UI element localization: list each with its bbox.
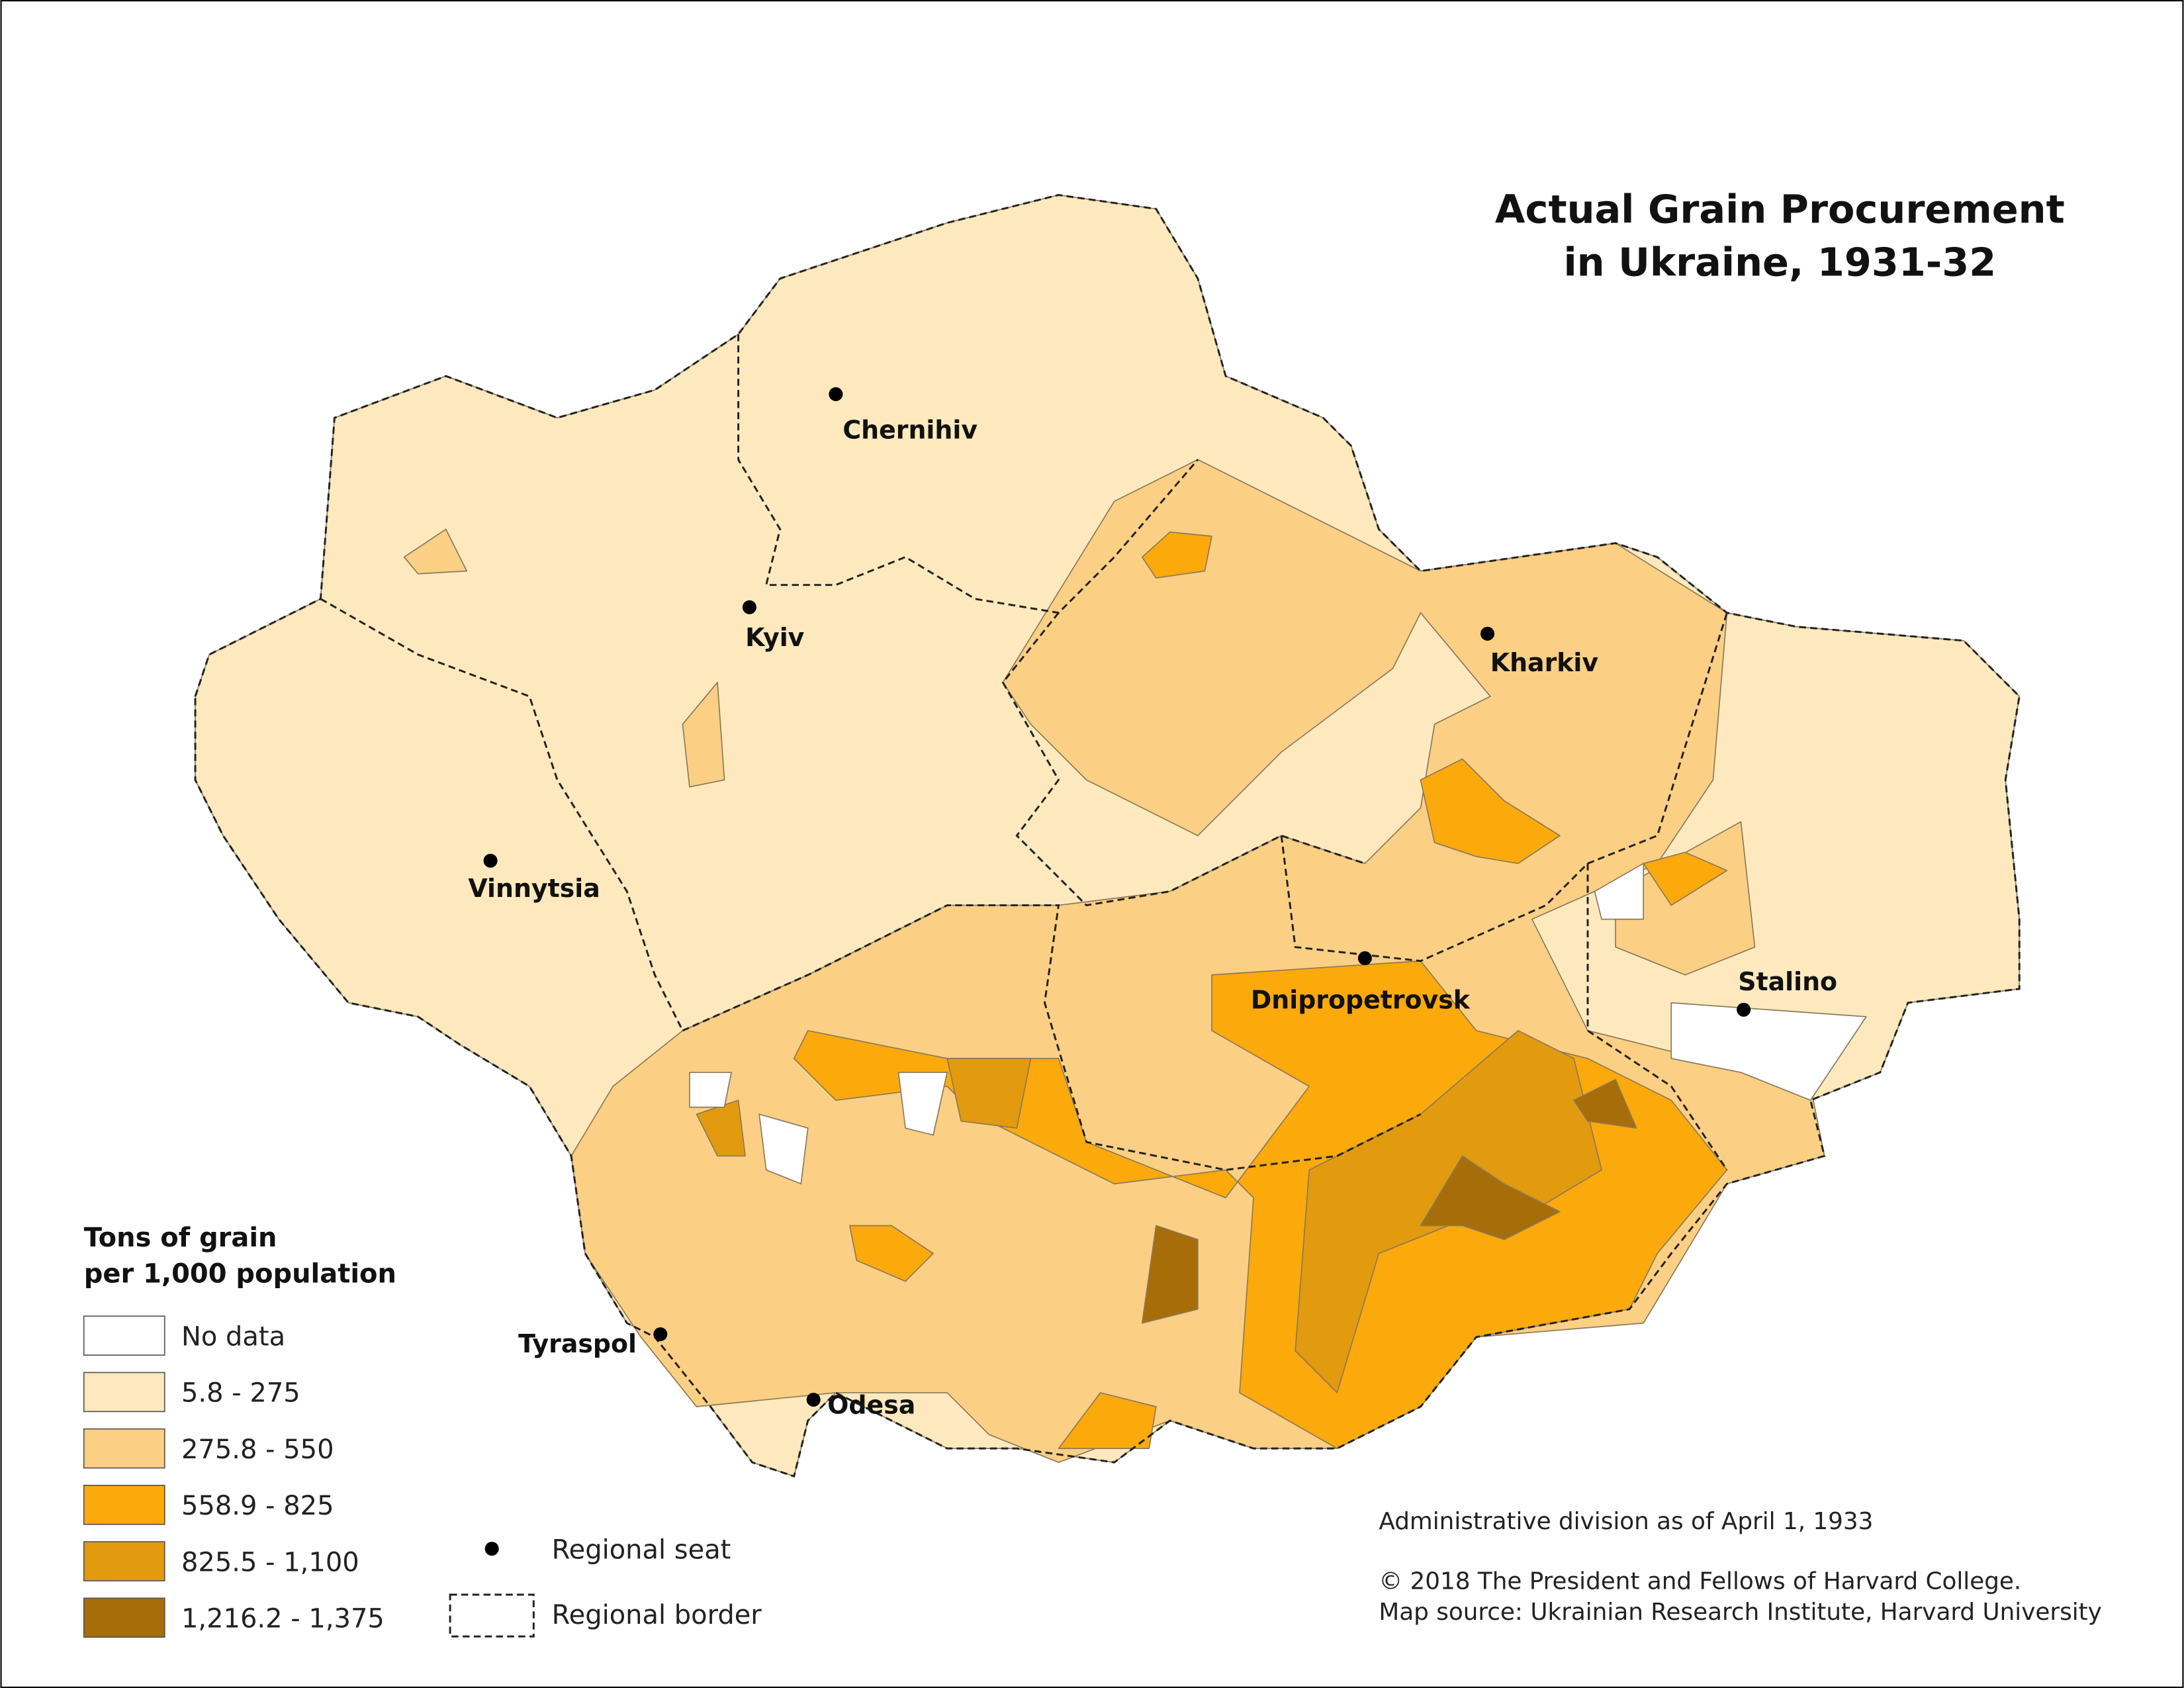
city-dot	[653, 1327, 668, 1342]
city-label: Odesa	[827, 1391, 915, 1420]
regional-border	[682, 904, 1422, 1171]
region	[1420, 1155, 1561, 1241]
city-dot	[483, 853, 498, 868]
regional-border	[1586, 863, 1728, 1171]
map-regions	[195, 194, 2021, 1477]
regional-border	[737, 334, 1199, 614]
legend-label: No data	[181, 1321, 285, 1352]
city-dot	[829, 387, 843, 401]
city-dot	[1480, 626, 1495, 641]
legend-title: per 1,000 population	[84, 1259, 396, 1289]
region	[849, 1225, 934, 1282]
region	[689, 1072, 732, 1108]
legend-swatch	[83, 1597, 165, 1638]
region	[1141, 1225, 1199, 1324]
regional-border	[1001, 612, 1365, 907]
city-dot	[1737, 1002, 1751, 1017]
note: Administrative division as of April 1, 1…	[1379, 1508, 1873, 1535]
city-dot	[1357, 951, 1372, 966]
city-label: Tyraspol	[518, 1329, 637, 1358]
legend-label: 275.8 - 550	[181, 1434, 334, 1465]
legend-label: 825.5 - 1,100	[181, 1547, 359, 1577]
city-label: Kharkiv	[1490, 648, 1599, 677]
region	[403, 528, 468, 575]
legend-label: 558.9 - 825	[181, 1491, 334, 1521]
region	[1615, 821, 1756, 976]
region	[1573, 1078, 1637, 1129]
note: Map source: Ukrainian Research Institute…	[1379, 1599, 2101, 1626]
legend-label: 1,216.2 - 1,375	[181, 1603, 385, 1634]
cities: Chernihiv Kyiv Kharkiv Vinnytsia Dniprop…	[468, 387, 1837, 1420]
region	[897, 1072, 948, 1136]
legend-symbol	[484, 1542, 499, 1556]
legend-symbol	[449, 1593, 535, 1638]
region	[1141, 531, 1212, 579]
legend-swatch	[83, 1428, 165, 1469]
region	[1420, 758, 1561, 865]
city-label: Dnipropetrovsk	[1251, 985, 1471, 1014]
legend-label: Regional seat	[552, 1534, 731, 1565]
region	[1058, 1392, 1157, 1449]
city-label: Chernihiv	[842, 416, 978, 445]
region	[682, 682, 725, 788]
note: © 2018 The President and Fellows of Harv…	[1379, 1568, 2021, 1595]
city-label: Vinnytsia	[468, 874, 600, 903]
regional-border	[320, 598, 684, 1031]
legend-label: Regional border	[552, 1600, 762, 1630]
regional-borders	[194, 194, 2021, 1478]
legend-swatch	[83, 1315, 165, 1356]
legend-swatch	[83, 1485, 165, 1525]
city-label: Kyiv	[745, 623, 805, 652]
regional-border	[1280, 612, 1728, 962]
region	[758, 1113, 809, 1185]
city-label: Stalino	[1738, 967, 1837, 996]
legend-swatch	[83, 1541, 165, 1581]
title: Actual Grain Procurement	[1495, 187, 2065, 232]
legend-title: Tons of grain	[84, 1223, 277, 1253]
region	[1643, 851, 1728, 906]
region	[946, 1058, 1032, 1129]
city-dot	[806, 1392, 821, 1407]
legend-label: 5.8 - 275	[181, 1378, 300, 1409]
region	[1670, 1002, 1867, 1101]
legend-swatch	[83, 1372, 165, 1413]
title: in Ukraine, 1931-32	[1563, 240, 1996, 285]
region	[1594, 863, 1645, 920]
legend: Tons of grain per 1,000 population Regio…	[83, 1223, 762, 1638]
city-dot	[742, 600, 756, 614]
